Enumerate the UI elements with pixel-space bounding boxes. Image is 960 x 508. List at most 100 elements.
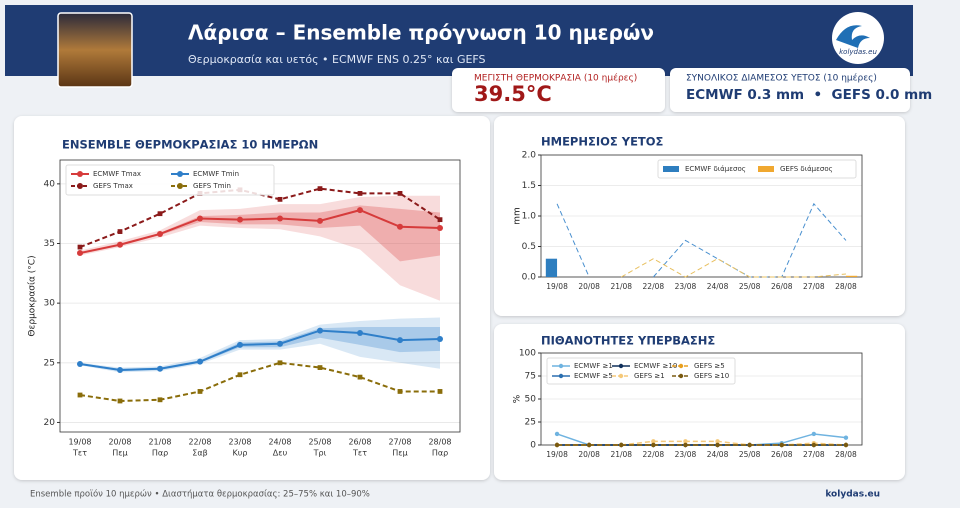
y-tick-label: 2.0 xyxy=(522,151,537,161)
marker xyxy=(397,191,403,196)
chart-title: ENSEMBLE ΘΕΡΜΟΚΡΑΣΙΑΣ 10 ΗΜΕΡΩΝ xyxy=(62,138,318,152)
y-tick-label: 25 xyxy=(525,418,536,428)
marker xyxy=(397,337,403,344)
marker xyxy=(157,211,163,217)
x-tick-label: 21/08 xyxy=(610,282,632,291)
y-tick-label: 0 xyxy=(530,441,536,451)
line xyxy=(79,361,440,402)
x-tick-label: 22/08 xyxy=(188,438,211,447)
y-tick-label: 50 xyxy=(525,395,537,405)
y-tick-label: 0.0 xyxy=(522,273,537,283)
y-tick-label: 75 xyxy=(525,372,536,382)
y-tick-label: 25 xyxy=(44,358,55,368)
marker xyxy=(715,442,720,448)
legend-marker xyxy=(618,363,624,369)
bar xyxy=(545,258,558,277)
x-tick-label: 19/08 xyxy=(546,282,568,291)
x-tick-label: 24/08 xyxy=(268,438,291,447)
legend-label: GEFS Tmin xyxy=(193,182,231,190)
marker xyxy=(397,223,403,230)
x-tick-sublabel: Παρ xyxy=(432,449,448,458)
legend-marker xyxy=(678,363,684,369)
band xyxy=(80,327,440,372)
legend-box xyxy=(657,159,857,179)
card-value: 39.5°C xyxy=(474,82,552,106)
marker xyxy=(357,329,363,336)
x-tick-sublabel: Πεμ xyxy=(112,449,127,458)
y-tick-label: 0.5 xyxy=(522,242,536,252)
marker xyxy=(77,250,83,257)
legend-marker xyxy=(558,363,564,369)
x-tick-label: 25/08 xyxy=(308,438,331,447)
marker xyxy=(747,442,752,448)
x-tick-label: 20/08 xyxy=(578,282,600,291)
marker xyxy=(237,216,243,223)
marker xyxy=(397,389,403,394)
bar xyxy=(845,275,858,277)
legend-label: GEFS ≥5 xyxy=(694,362,725,370)
plot-frame xyxy=(540,154,863,278)
x-tick-label: 24/08 xyxy=(707,450,729,459)
marker xyxy=(157,397,163,403)
legend-label: ECMWF Tmax xyxy=(93,170,141,178)
logo-text: kolydas.eu xyxy=(839,48,877,56)
x-tick-sublabel: Τετ xyxy=(72,449,87,458)
y-tick-label: 1.0 xyxy=(522,212,537,222)
marker xyxy=(237,372,243,378)
marker xyxy=(117,241,123,248)
x-tick-label: 20/08 xyxy=(108,438,131,447)
x-tick-sublabel: Παρ xyxy=(152,449,168,458)
marker xyxy=(197,358,203,365)
marker xyxy=(619,442,624,448)
x-tick-label: 23/08 xyxy=(675,450,697,459)
legend-box xyxy=(546,357,736,385)
marker xyxy=(586,442,592,448)
x-tick-label: 28/08 xyxy=(835,282,857,291)
x-tick-label: 26/08 xyxy=(771,282,793,291)
chart-title: ΗΜΕΡΗΣΙΟΣ ΥΕΤΟΣ xyxy=(541,135,664,149)
x-tick-sublabel: Δευ xyxy=(273,449,288,458)
marker xyxy=(197,215,203,222)
card-label: ΜΕΓΙΣΤΗ ΘΕΡΜΟΚΡΑΣΙΑ (10 ημέρες) xyxy=(474,73,637,84)
legend-marker xyxy=(618,373,624,379)
marker xyxy=(77,244,83,250)
marker xyxy=(277,196,283,202)
x-tick-label: 20/08 xyxy=(578,450,600,459)
marker xyxy=(437,217,443,223)
marker xyxy=(437,225,443,231)
marker xyxy=(437,389,443,394)
legend-marker xyxy=(177,171,183,177)
marker xyxy=(157,230,163,237)
marker xyxy=(651,442,656,448)
x-tick-label: 22/08 xyxy=(643,450,665,459)
y-tick-label: 35 xyxy=(44,239,55,249)
line xyxy=(79,329,441,371)
marker xyxy=(117,398,123,404)
x-tick-label: 23/08 xyxy=(228,438,251,447)
legend-label: ECMWF ≥5 xyxy=(574,372,613,380)
marker xyxy=(554,442,560,448)
legend-label: ECMWF ≥1 xyxy=(574,362,613,370)
panel xyxy=(14,116,490,480)
marker xyxy=(157,365,163,372)
marker xyxy=(117,366,123,373)
x-tick-sublabel: Σαβ xyxy=(192,449,207,458)
x-tick-label: 28/08 xyxy=(428,438,451,447)
legend-label: GEFS Tmax xyxy=(93,182,133,190)
x-tick-label: 26/08 xyxy=(348,438,371,447)
marker xyxy=(77,361,83,367)
header-title: Λάρισα – Ensemble πρόγνωση 10 ημερών xyxy=(188,21,654,45)
marker xyxy=(357,207,363,214)
x-tick-label: 25/08 xyxy=(739,450,761,459)
marker xyxy=(277,340,283,347)
x-tick-sublabel: Τετ xyxy=(352,449,367,458)
legend-label: GEFS ≥10 xyxy=(694,372,729,380)
x-tick-label: 19/08 xyxy=(68,438,91,447)
marker xyxy=(651,439,656,444)
x-tick-label: 27/08 xyxy=(388,438,411,447)
legend-label: GEFS διάμεσος xyxy=(780,165,833,173)
legend-swatch xyxy=(758,166,774,172)
marker xyxy=(554,431,560,437)
